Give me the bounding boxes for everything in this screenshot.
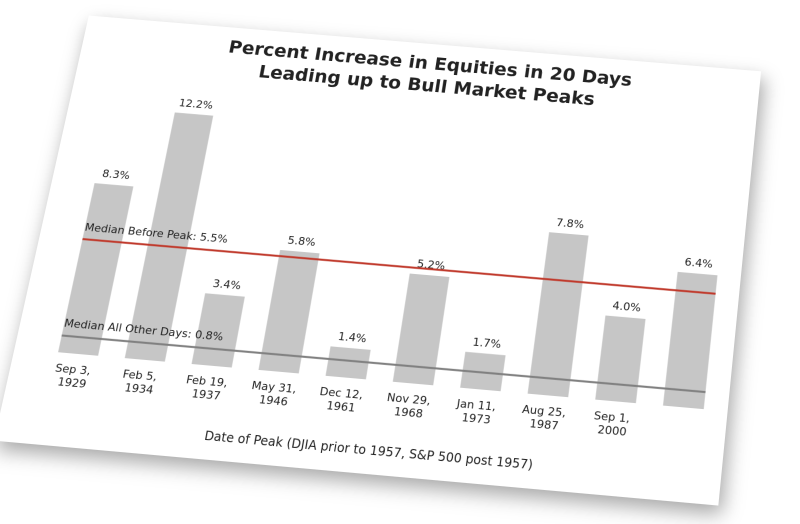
x-tick-label: Sep 1, 2000 — [592, 409, 635, 440]
data-label: 4.0% — [612, 299, 642, 315]
data-label: 5.8% — [287, 234, 317, 249]
bar — [663, 271, 718, 410]
x-tick-label: Jan 11, 1973 — [453, 397, 500, 428]
x-tick-label: Dec 12, 1961 — [316, 385, 367, 416]
paper: Percent Increase in Equities in 20 Days … — [0, 15, 762, 506]
data-label: 3.4% — [212, 277, 242, 293]
data-label: 5.2% — [416, 257, 446, 272]
x-tick-label: May 31, 1946 — [248, 379, 301, 410]
bar — [460, 351, 506, 392]
x-tick-label: Feb 5, 1934 — [119, 367, 162, 397]
bar — [595, 315, 646, 404]
data-label: 12.2% — [178, 97, 214, 112]
bar — [392, 273, 450, 386]
data-label: 6.4% — [684, 256, 713, 271]
bar — [124, 112, 214, 362]
data-label: 1.7% — [472, 335, 502, 351]
x-tick-label: Sep 3, 1929 — [51, 361, 95, 391]
data-label: 7.8% — [555, 216, 584, 231]
x-tick-label: Feb 19, 1937 — [182, 373, 232, 404]
bar — [191, 293, 245, 368]
x-axis-label: Date of Peak (DJIA prior to 1957, S&P 50… — [203, 428, 534, 472]
bar — [58, 183, 134, 356]
data-label: 1.4% — [337, 330, 367, 346]
bar — [527, 232, 589, 398]
data-label: 8.3% — [101, 167, 131, 182]
bar — [325, 346, 371, 380]
chart: Percent Increase in Equities in 20 Days … — [51, 38, 761, 472]
x-tick-label: Nov 29, 1968 — [384, 390, 435, 421]
x-tick-label: Aug 25, 1987 — [520, 402, 571, 433]
